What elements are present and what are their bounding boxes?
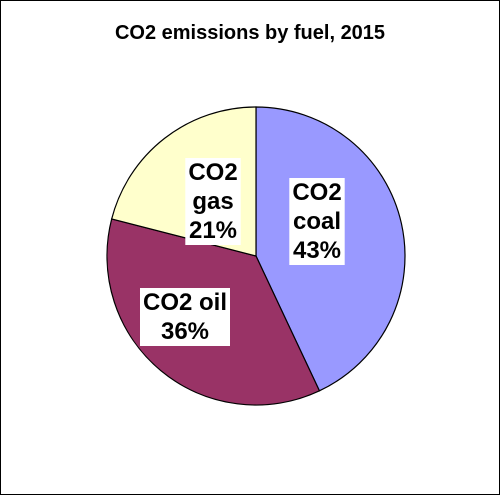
- data-label-line: CO2 oil: [143, 289, 227, 316]
- data-label-line: gas: [192, 188, 233, 215]
- data-label-box: [185, 158, 241, 245]
- data-label-line: coal: [293, 208, 341, 235]
- data-label-line: CO2: [188, 159, 237, 186]
- data-label-box: [289, 178, 345, 265]
- data-label-line: CO2: [292, 179, 341, 206]
- data-label-line: 36%: [161, 318, 209, 345]
- pie-slices: [106, 106, 406, 406]
- data-label-line: 21%: [189, 217, 237, 244]
- data-label-box: [140, 288, 230, 346]
- chart-title: CO2 emissions by fuel, 2015: [114, 22, 386, 44]
- data-label-line: 43%: [293, 237, 341, 264]
